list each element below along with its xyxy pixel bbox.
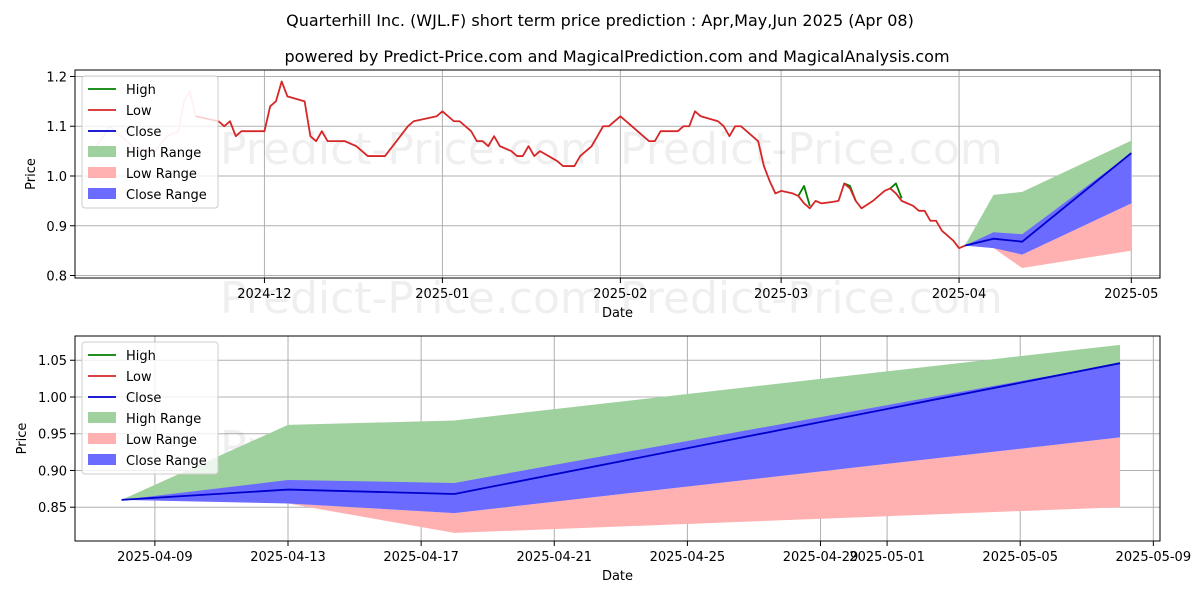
legend-swatch — [88, 454, 116, 465]
x-tick-label: 2025-04-17 — [383, 550, 459, 565]
watermark: Predict-Price.com — [220, 124, 603, 175]
y-tick-label: 1.1 — [46, 120, 67, 135]
watermark: Predict-Price.com — [620, 273, 1003, 324]
panel-forecast-zoom: Predict-Price.comPredict-Price.com2025-0… — [15, 335, 1192, 584]
x-tick-label: 2025-05 — [1104, 287, 1158, 302]
legend-label: High Range — [126, 146, 201, 161]
legend-label: Low — [126, 370, 152, 385]
watermark: Predict-Price.com — [220, 273, 603, 324]
legend-label: Low Range — [126, 433, 197, 448]
legend-label: High Range — [126, 412, 201, 427]
x-tick-label: 2025-05-09 — [1116, 550, 1192, 565]
x-tick-label: 2025-01 — [415, 287, 469, 302]
y-axis-label: Price — [15, 423, 30, 455]
y-axis-label: Price — [24, 158, 39, 190]
x-tick-label: 2024-12 — [237, 287, 291, 302]
high-line — [797, 185, 811, 207]
close-range-area — [121, 363, 1121, 514]
legend-label: Low — [126, 104, 152, 119]
panel-history: Predict-Price.com Predict-Price.com Predic… — [24, 69, 1161, 324]
y-tick-label: 1.0 — [46, 170, 67, 185]
y-tick-label: 1.00 — [38, 391, 67, 406]
legend-label: Close — [126, 125, 161, 140]
x-tick-label: 2025-04-29 — [783, 550, 859, 565]
legend-swatch — [88, 412, 116, 423]
x-tick-label: 2025-04-09 — [117, 550, 193, 565]
x-tick-label: 2025-04-13 — [250, 550, 326, 565]
x-tick-label: 2025-05-05 — [982, 550, 1058, 565]
x-tick-label: 2025-05-01 — [849, 550, 925, 565]
legend-label: Close Range — [126, 454, 207, 469]
high-range-area — [964, 140, 1132, 246]
legend-label: Close Range — [126, 188, 207, 203]
legend-swatch — [88, 167, 116, 178]
axes-frame — [74, 69, 1161, 279]
y-tick-label: 0.95 — [38, 428, 67, 443]
y-tick-label: 0.9 — [46, 220, 67, 235]
low-range-area — [121, 437, 1121, 533]
legend-swatch — [88, 146, 116, 157]
high-range-area — [121, 344, 1121, 500]
high-line — [889, 182, 903, 199]
legend-label: High — [126, 83, 156, 98]
y-tick-label: 0.85 — [38, 501, 67, 516]
low-line — [195, 80, 966, 250]
x-tick-label: 2025-04-25 — [650, 550, 726, 565]
y-tick-label: 0.90 — [38, 464, 67, 479]
legend-swatch — [88, 433, 116, 444]
close-line — [964, 152, 1132, 247]
legend-label: Close — [126, 391, 161, 406]
x-tick-label: 2025-02 — [593, 287, 647, 302]
x-tick-label: 2025-04-21 — [516, 550, 592, 565]
y-tick-label: 0.8 — [46, 270, 67, 285]
y-tick-label: 1.2 — [46, 70, 67, 85]
legend-label: Low Range — [126, 167, 197, 182]
watermark: Predict-Price.com — [620, 124, 1003, 175]
legend-label: High — [126, 349, 156, 364]
y-tick-label: 1.05 — [38, 354, 67, 369]
axes-frame — [74, 335, 1161, 542]
close-range-area — [964, 153, 1132, 255]
legend: High Low Close High Range Low Range Close Ran… — [81, 341, 219, 475]
legend-swatch — [88, 188, 116, 199]
x-axis-label: Date — [602, 306, 633, 321]
x-tick-label: 2025-03 — [754, 287, 808, 302]
x-tick-label: 2025-04 — [932, 287, 986, 302]
chart-title: Quarterhill Inc. (WJL.F) short term pric… — [286, 11, 914, 30]
close-line — [121, 362, 1121, 501]
chart-subtitle: powered by Predict-Price.com and Magical… — [284, 47, 949, 66]
low-range-area — [964, 203, 1132, 269]
x-axis-label: Date — [602, 569, 633, 584]
legend: High Low Close High Range Low Range Close Ran… — [81, 75, 219, 209]
